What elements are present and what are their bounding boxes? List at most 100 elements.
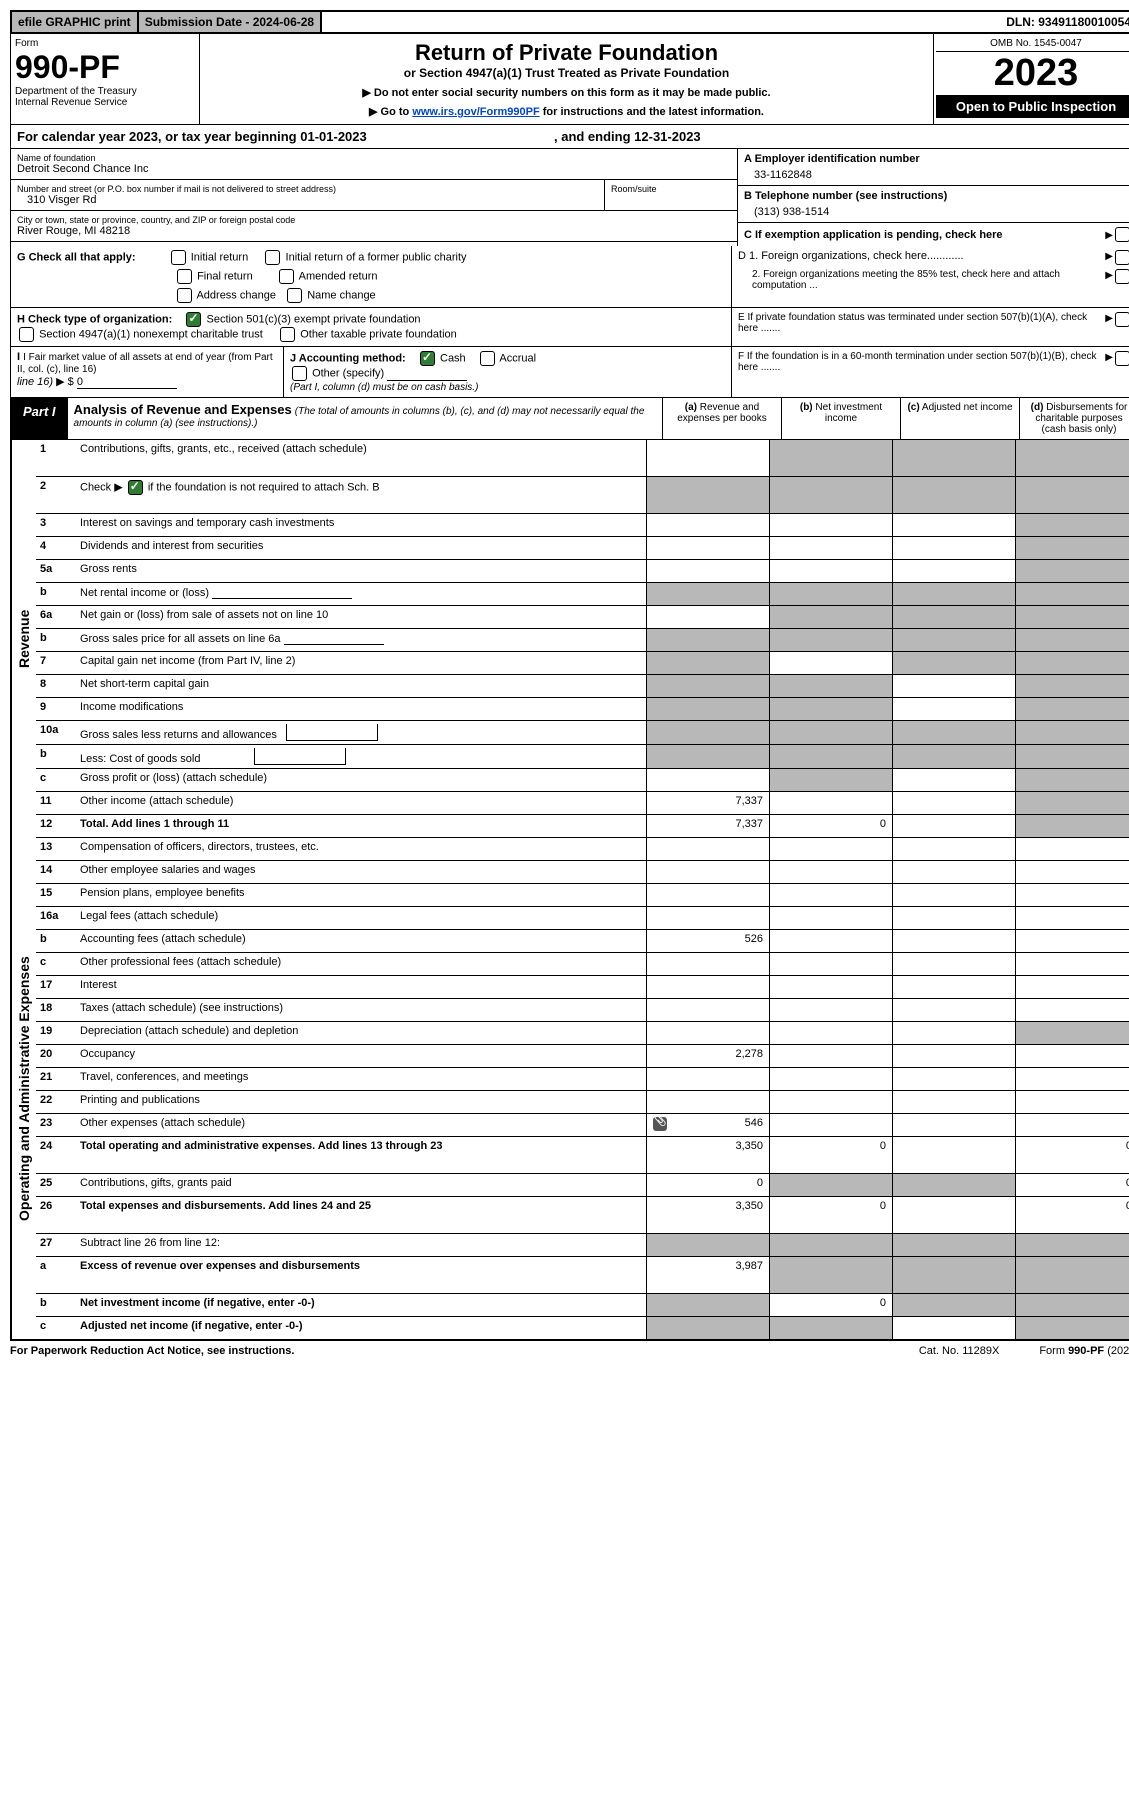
- e-section: E If private foundation status was termi…: [732, 308, 1129, 346]
- row-6a: 6aNet gain or (loss) from sale of assets…: [36, 606, 1129, 629]
- h-501c3: Section 501(c)(3) exempt private foundat…: [207, 313, 421, 325]
- ein-label: A Employer identification number: [744, 153, 1129, 165]
- row-21: 21Travel, conferences, and meetings: [36, 1068, 1129, 1091]
- row-26: 26Total expenses and disbursements. Add …: [36, 1197, 1129, 1234]
- r3-desc: Interest on savings and temporary cash i…: [76, 514, 646, 536]
- h-501c3-checkbox[interactable]: [186, 312, 201, 327]
- ein-value: 33-1162848: [744, 165, 1129, 181]
- r12-a: 7,337: [646, 815, 769, 837]
- r24-desc: Total operating and administrative expen…: [76, 1137, 646, 1173]
- r10a-box: [286, 724, 378, 741]
- irs-link[interactable]: www.irs.gov/Form990PF: [412, 106, 539, 118]
- col-b-head: (b) Net investment income: [781, 398, 900, 439]
- row-19: 19Depreciation (attach schedule) and dep…: [36, 1022, 1129, 1045]
- name-label: Name of foundation: [17, 153, 731, 163]
- entity-info: Name of foundation Detroit Second Chance…: [10, 149, 1129, 246]
- r23-a-val: 546: [745, 1117, 763, 1129]
- d2-checkbox[interactable]: [1115, 269, 1129, 284]
- row-5b: bNet rental income or (loss): [36, 583, 1129, 606]
- city-cell: City or town, state or province, country…: [11, 211, 737, 242]
- r2-post: if the foundation is not required to att…: [145, 481, 380, 493]
- row-13: 13Compensation of officers, directors, t…: [36, 838, 1129, 861]
- cal-begin: 01-01-2023: [300, 129, 367, 144]
- i-prefix: ▶ $: [56, 376, 74, 388]
- r11-desc: Other income (attach schedule): [76, 792, 646, 814]
- r16b-desc: Accounting fees (attach schedule): [76, 930, 646, 952]
- open-public-badge: Open to Public Inspection: [936, 95, 1129, 118]
- g-initial-checkbox[interactable]: [171, 250, 186, 265]
- e-checkbox[interactable]: [1115, 312, 1129, 327]
- g-initial-former-checkbox[interactable]: [265, 250, 280, 265]
- j-other-checkbox[interactable]: [292, 366, 307, 381]
- goto-instructions: ▶ Go to www.irs.gov/Form990PF for instru…: [206, 105, 927, 118]
- row-16c: cOther professional fees (attach schedul…: [36, 953, 1129, 976]
- r23-desc: Other expenses (attach schedule): [76, 1114, 646, 1136]
- col-b-text: Net investment income: [815, 402, 882, 424]
- f-label: F If the foundation is in a 60-month ter…: [738, 351, 1105, 373]
- expenses-side-label: Operating and Administrative Expenses: [11, 838, 36, 1339]
- cal-pre: For calendar year 2023, or tax year begi…: [17, 129, 300, 144]
- header-center: Return of Private Foundation or Section …: [200, 34, 933, 124]
- j-accrual-checkbox[interactable]: [480, 351, 495, 366]
- g-final-checkbox[interactable]: [177, 269, 192, 284]
- c-label: C If exemption application is pending, c…: [744, 229, 1105, 241]
- j-accrual: Accrual: [499, 352, 536, 364]
- form-label: Form: [15, 38, 195, 49]
- f-section: F If the foundation is in a 60-month ter…: [732, 347, 1129, 397]
- attachment-icon[interactable]: [653, 1117, 667, 1131]
- f-checkbox[interactable]: [1115, 351, 1129, 366]
- ein-cell: A Employer identification number 33-1162…: [738, 149, 1129, 186]
- row-1: 1Contributions, gifts, grants, etc., rec…: [36, 440, 1129, 477]
- r10b-desc: Less: Cost of goods sold: [76, 745, 646, 768]
- r12-b: 0: [769, 815, 892, 837]
- arrow-icon: [1105, 312, 1113, 324]
- revenue-table: Revenue 1Contributions, gifts, grants, e…: [10, 440, 1129, 838]
- catalog-number: Cat. No. 11289X: [919, 1345, 1000, 1357]
- r4-desc: Dividends and interest from securities: [76, 537, 646, 559]
- col-a-head: (a) Revenue and expenses per books: [662, 398, 781, 439]
- part1-desc: Analysis of Revenue and Expenses (The to…: [68, 398, 662, 439]
- r26-desc: Total expenses and disbursements. Add li…: [76, 1197, 646, 1233]
- city-state-zip: River Rouge, MI 48218: [17, 225, 731, 237]
- paperwork-notice: For Paperwork Reduction Act Notice, see …: [10, 1345, 294, 1357]
- r9-desc: Income modifications: [76, 698, 646, 720]
- row-6b: bGross sales price for all assets on lin…: [36, 629, 1129, 652]
- d2-label: 2. Foreign organizations meeting the 85%…: [752, 269, 1105, 291]
- r17-desc: Interest: [76, 976, 646, 998]
- r1-desc: Contributions, gifts, grants, etc., rece…: [76, 440, 646, 476]
- c-checkbox[interactable]: [1115, 227, 1129, 242]
- arrow-icon: [1105, 351, 1113, 363]
- d1-checkbox[interactable]: [1115, 250, 1129, 265]
- calendar-year-row: For calendar year 2023, or tax year begi…: [10, 125, 1129, 149]
- r16a-desc: Legal fees (attach schedule): [76, 907, 646, 929]
- row-18: 18Taxes (attach schedule) (see instructi…: [36, 999, 1129, 1022]
- expenses-table: Operating and Administrative Expenses 13…: [10, 838, 1129, 1340]
- row-9: 9Income modifications: [36, 698, 1129, 721]
- r15-desc: Pension plans, employee benefits: [76, 884, 646, 906]
- g-name-checkbox[interactable]: [287, 288, 302, 303]
- street-cell: Number and street (or P.O. box number if…: [11, 180, 605, 210]
- h-label: H Check type of organization:: [17, 313, 172, 325]
- g-address-checkbox[interactable]: [177, 288, 192, 303]
- h-4947-checkbox[interactable]: [19, 327, 34, 342]
- foundation-name: Detroit Second Chance Inc: [17, 163, 731, 175]
- h-other-checkbox[interactable]: [280, 327, 295, 342]
- r2-checkbox[interactable]: [128, 480, 143, 495]
- cal-mid: , and ending: [554, 129, 634, 144]
- row-4: 4Dividends and interest from securities: [36, 537, 1129, 560]
- r23-a: 546: [646, 1114, 769, 1136]
- r25-d: 0: [1015, 1174, 1129, 1196]
- r10a-desc: Gross sales less returns and allowances: [76, 721, 646, 744]
- r16c-desc: Other professional fees (attach schedule…: [76, 953, 646, 975]
- j-cash-checkbox[interactable]: [420, 351, 435, 366]
- form-number: 990-PF: [15, 49, 195, 86]
- r5a-desc: Gross rents: [76, 560, 646, 582]
- dln-label: DLN: 93491180010054: [1000, 12, 1129, 32]
- h-section: H Check type of organization: Section 50…: [11, 308, 732, 346]
- d1-label: D 1. Foreign organizations, check here..…: [738, 250, 1105, 262]
- j-section: J Accounting method: Cash Accrual Other …: [284, 347, 732, 397]
- row-2: 2Check ▶ if the foundation is not requir…: [36, 477, 1129, 514]
- g-amended-checkbox[interactable]: [279, 269, 294, 284]
- goto-pre: ▶ Go to: [369, 106, 412, 118]
- row-10b: bLess: Cost of goods sold: [36, 745, 1129, 769]
